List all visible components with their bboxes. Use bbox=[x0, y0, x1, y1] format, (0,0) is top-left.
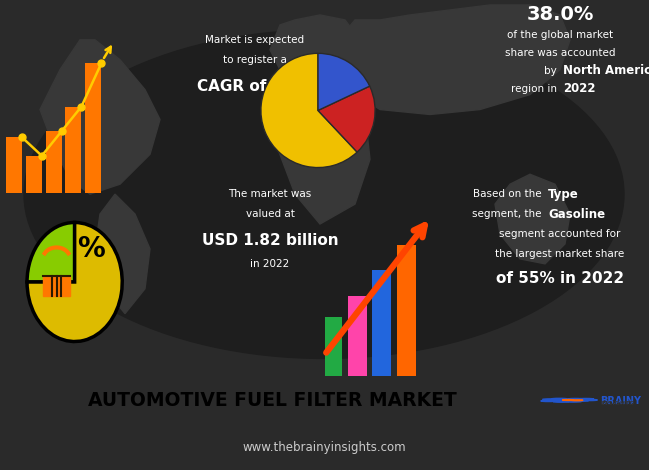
Bar bbox=[85, 63, 101, 193]
Wedge shape bbox=[261, 53, 357, 168]
Text: AUTOMOTIVE FUEL FILTER MARKET: AUTOMOTIVE FUEL FILTER MARKET bbox=[88, 391, 457, 410]
Polygon shape bbox=[330, 5, 570, 115]
Text: in 2022: in 2022 bbox=[251, 259, 289, 269]
Text: THE: THE bbox=[600, 397, 614, 402]
Text: share was accounted: share was accounted bbox=[505, 48, 615, 58]
Polygon shape bbox=[495, 174, 570, 264]
Wedge shape bbox=[27, 222, 75, 282]
Text: Type: Type bbox=[548, 188, 579, 201]
Bar bbox=[66, 107, 81, 193]
Text: North America: North America bbox=[563, 64, 649, 77]
FancyBboxPatch shape bbox=[43, 276, 70, 296]
Bar bbox=[397, 245, 416, 376]
Bar bbox=[26, 156, 42, 193]
Text: to register a: to register a bbox=[223, 55, 287, 65]
Circle shape bbox=[553, 401, 569, 402]
Text: of the global market: of the global market bbox=[507, 30, 613, 40]
Text: valued at: valued at bbox=[245, 209, 295, 219]
Wedge shape bbox=[27, 222, 122, 342]
Text: Market is expected: Market is expected bbox=[206, 35, 304, 45]
Text: region in: region in bbox=[511, 84, 560, 94]
Text: INSIGHTS: INSIGHTS bbox=[600, 401, 634, 406]
Circle shape bbox=[541, 400, 556, 401]
Text: of 55% in 2022: of 55% in 2022 bbox=[496, 271, 624, 286]
Text: 2022: 2022 bbox=[563, 82, 596, 95]
Circle shape bbox=[552, 398, 567, 400]
Bar bbox=[373, 270, 391, 376]
Text: Gasoline: Gasoline bbox=[548, 208, 605, 220]
Text: by: by bbox=[544, 66, 560, 76]
Text: 38.0%: 38.0% bbox=[526, 6, 594, 24]
Circle shape bbox=[576, 399, 592, 400]
Bar bbox=[45, 131, 62, 193]
Bar bbox=[6, 137, 22, 193]
Polygon shape bbox=[275, 75, 370, 224]
Ellipse shape bbox=[24, 30, 624, 359]
Text: www.thebrainyinsights.com: www.thebrainyinsights.com bbox=[243, 441, 406, 454]
Text: the largest market share: the largest market share bbox=[495, 249, 624, 259]
Polygon shape bbox=[95, 194, 150, 313]
Text: CAGR of 4.3%: CAGR of 4.3% bbox=[197, 79, 313, 94]
Text: segment, the: segment, the bbox=[472, 209, 545, 219]
Circle shape bbox=[566, 401, 582, 402]
Polygon shape bbox=[270, 15, 360, 85]
Text: segment accounted for: segment accounted for bbox=[499, 229, 620, 239]
Text: BRAINY: BRAINY bbox=[600, 396, 641, 406]
Circle shape bbox=[571, 400, 583, 401]
Text: USD 1.82 billion: USD 1.82 billion bbox=[202, 234, 338, 249]
Circle shape bbox=[578, 399, 594, 400]
Circle shape bbox=[573, 400, 589, 401]
Circle shape bbox=[548, 400, 563, 401]
Circle shape bbox=[562, 400, 578, 401]
Text: The market was: The market was bbox=[228, 189, 312, 199]
Wedge shape bbox=[318, 53, 370, 110]
Bar bbox=[323, 317, 342, 376]
Text: %: % bbox=[77, 235, 105, 263]
Bar bbox=[348, 296, 367, 376]
Circle shape bbox=[543, 399, 558, 400]
Text: Based on the: Based on the bbox=[473, 189, 545, 199]
Polygon shape bbox=[40, 40, 160, 194]
Circle shape bbox=[557, 399, 572, 400]
Wedge shape bbox=[318, 86, 375, 152]
Circle shape bbox=[567, 399, 583, 400]
